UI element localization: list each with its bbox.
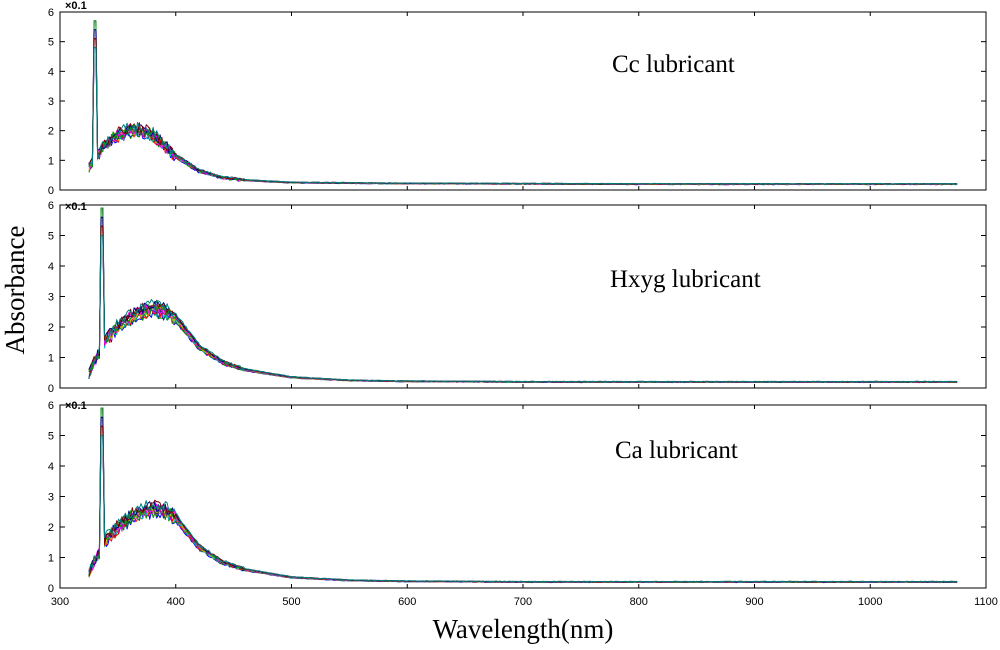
panel-cc-lubricant: 0 1 2 3 4 5 6 ×0.1 Cc lubricant [48,0,987,197]
y-tick-label: 0 [48,185,54,197]
spectrum-line [88,407,958,583]
spectrum-line [88,407,958,583]
plot-frame [59,11,987,191]
spectrum-curves [88,20,958,186]
y-tick-label: 0 [48,583,54,595]
panel-title: Hxyg lubricant [610,266,761,293]
x-axis: 300 400 500 600 700 800 900 1000 1100 [51,596,998,608]
y-tick-label: 5 [48,231,54,243]
y-tick-label: 6 [48,400,54,412]
y-scale-factor: ×0.1 [65,201,87,213]
y-axis-title: Absorbance [0,226,30,355]
y-tick-labels: 0 1 2 3 4 5 6 [48,7,987,197]
spectrum-line [88,207,958,383]
panel-ca-lubricant: 0 1 2 3 4 5 6 ×0.1 Ca lubricant [48,400,987,595]
y-tick-label: 6 [48,7,54,19]
spectrum-line [88,29,958,186]
spectrum-line [88,20,958,185]
x-tick-label: 1100 [974,596,998,608]
y-tick-label: 2 [48,522,54,534]
x-axis-title: Wavelength(nm) [433,614,614,644]
spectrum-line [88,47,958,185]
y-tick-labels: 0 1 2 3 4 5 6 [48,200,987,395]
x-tick-label: 800 [630,596,648,608]
spectrum-curves [88,207,958,384]
x-tick-label: 700 [514,596,532,608]
y-tick-labels: 0 1 2 3 4 5 6 [48,400,987,595]
spectrum-curves [88,407,958,584]
y-tick-label: 4 [48,261,54,273]
x-tick-label: 500 [282,596,300,608]
plot-frame [59,204,987,389]
x-tick-label: 600 [398,596,416,608]
y-tick-label: 3 [48,96,54,108]
spectrum-line [88,20,958,186]
y-tick-label: 2 [48,126,54,138]
y-tick-label: 2 [48,322,54,334]
spectrum-line [88,435,958,583]
x-tick-label: 1000 [858,596,882,608]
y-tick-label: 5 [48,431,54,443]
panel-hxyg-lubricant: 0 1 2 3 4 5 6 ×0.1 Hxyg lubricant [48,200,987,395]
spectrum-line [88,38,958,185]
y-scale-factor: ×0.1 [65,0,87,12]
spectrum-line [88,29,958,185]
y-tick-label: 0 [48,383,54,395]
y-tick-label: 3 [48,292,54,304]
y-tick-label: 6 [48,200,54,212]
y-tick-label: 1 [48,155,54,167]
y-scale-factor: ×0.1 [65,400,87,412]
spectrum-line [88,416,958,583]
spectrum-line [88,207,958,384]
panel-title: Cc lubricant [612,51,735,78]
y-tick-label: 1 [48,553,54,565]
y-tick-label: 1 [48,353,54,365]
spectrum-line [88,207,958,383]
spectrum-line [88,38,958,185]
panel-title: Ca lubricant [615,437,738,464]
spectrum-line [88,235,958,383]
spectrum-line [88,47,958,185]
spectrum-line [88,29,958,185]
y-tick-label: 3 [48,492,54,504]
x-tick-label: 900 [745,596,763,608]
y-tick-label: 4 [48,461,54,473]
spectrum-line [88,20,958,185]
spectrum-line [88,407,958,584]
plot-frame [59,404,987,589]
spectrum-line [88,47,958,185]
y-tick-label: 4 [48,66,54,78]
x-tick-label: 300 [51,596,69,608]
x-tick-label: 400 [167,596,185,608]
y-tick-label: 5 [48,37,54,49]
spectrum-line [88,38,958,186]
spectrum-line [88,425,958,583]
